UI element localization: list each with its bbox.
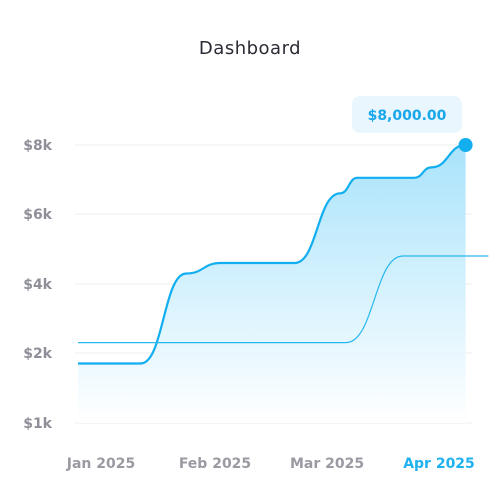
area-fill [78, 145, 466, 423]
tooltip-box [352, 96, 462, 133]
y-tick-label: $2k [23, 346, 52, 362]
primary-series-line[interactable] [77, 143, 466, 365]
highlight-layer: $8,000.00 [352, 96, 473, 152]
y-tick-label: $8k [23, 138, 52, 154]
x-tick-label[interactable]: Apr 2025 [403, 456, 475, 472]
y-tick-label: $6k [23, 207, 52, 223]
x-axis-ticks: Jan 2025 Feb 2025 Mar 2025 Apr 2025 [66, 456, 475, 472]
area-fill-layer [78, 145, 466, 423]
x-tick-label[interactable]: Mar 2025 [290, 456, 364, 472]
highlight-point[interactable] [458, 138, 473, 152]
series-lines [77, 143, 489, 365]
x-tick-label[interactable]: Jan 2025 [66, 456, 135, 472]
y-tick-label: $1k [23, 416, 52, 432]
secondary-series-line[interactable] [77, 255, 489, 344]
tooltip-value: $8,000.00 [368, 108, 447, 124]
y-tick-label: $4k [23, 277, 52, 293]
chart-title: Dashboard [198, 38, 302, 59]
x-tick-label[interactable]: Feb 2025 [179, 456, 251, 472]
y-axis-ticks: $8k $6k $4k $2k $1k [23, 138, 52, 432]
